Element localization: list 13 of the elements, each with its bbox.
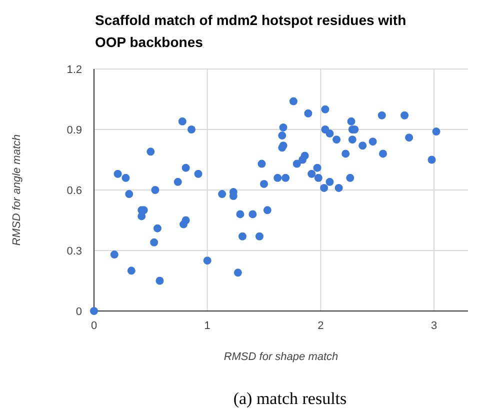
chart-title: Scaffold match of mdm2 hotspot residues with OOP backbones bbox=[95, 12, 406, 50]
x-tick-label: 1 bbox=[204, 320, 210, 332]
y-tick-label: 0.6 bbox=[66, 185, 82, 197]
x-axis-title: RMSD for shape match bbox=[224, 351, 338, 363]
y-tick-label: 1.2 bbox=[66, 64, 82, 76]
y-tick-label: 0 bbox=[76, 306, 82, 318]
text: (a) match results bbox=[233, 389, 347, 408]
x-tick-label: 2 bbox=[318, 320, 324, 332]
y-tick-label: 0.9 bbox=[66, 124, 82, 136]
x-tick-label: 3 bbox=[430, 320, 438, 332]
x-tick-label: 0 bbox=[90, 320, 98, 332]
y-axis-title: RMSD for angle match bbox=[11, 134, 23, 246]
y-tick-label: 0.3 bbox=[66, 246, 82, 258]
